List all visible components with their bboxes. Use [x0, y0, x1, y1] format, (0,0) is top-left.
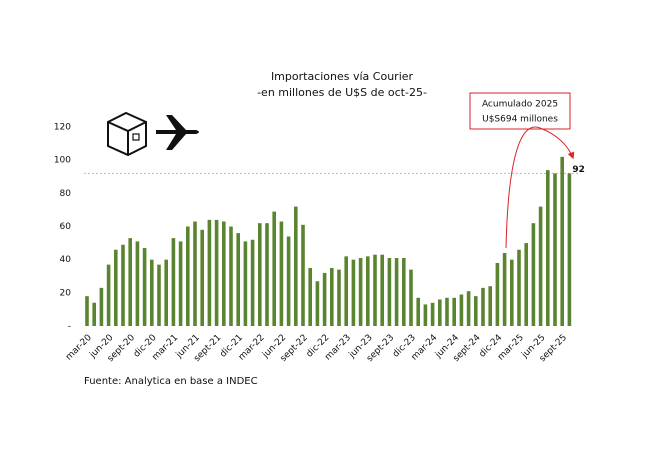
bar [358, 258, 363, 326]
bar [207, 219, 212, 326]
bar [524, 243, 528, 326]
y-tick-label: - [68, 322, 71, 332]
y-tick-label: 80 [60, 189, 72, 199]
bar [135, 241, 140, 326]
bar [142, 248, 147, 326]
bar [272, 211, 276, 326]
bar [459, 294, 464, 326]
bar [171, 238, 176, 326]
bar [106, 264, 111, 326]
bar [373, 254, 377, 326]
bar [222, 221, 226, 326]
bar [85, 296, 89, 326]
bar [409, 269, 413, 326]
bar [416, 297, 420, 326]
bar [394, 258, 399, 326]
bar [178, 241, 183, 326]
bar [474, 296, 478, 326]
bar [99, 287, 104, 326]
annotation-box [469, 92, 571, 130]
bar [121, 244, 125, 326]
bar [229, 226, 233, 326]
bar [294, 206, 298, 326]
bar [380, 254, 384, 326]
bar [157, 264, 161, 326]
bar [488, 286, 492, 326]
y-tick-label: 40 [60, 255, 72, 265]
bar [337, 269, 341, 326]
bar [236, 233, 240, 326]
bar [258, 223, 262, 326]
bar [495, 262, 500, 326]
bar [150, 259, 154, 326]
bar [445, 297, 449, 326]
source: Fuente: Analytica en base a INDEC [84, 376, 258, 387]
y-tick-label: 20 [60, 288, 72, 298]
bar [387, 258, 392, 326]
bar [481, 287, 485, 326]
bar [402, 258, 406, 326]
bar [308, 267, 312, 326]
bar [315, 281, 320, 326]
x-tick-label: mar-20 [64, 333, 94, 363]
bar [438, 299, 442, 326]
bar [510, 259, 514, 326]
bar [250, 239, 255, 326]
bar [567, 173, 572, 326]
bar [430, 302, 435, 326]
chart-title: Importaciones vía Courier [271, 70, 414, 83]
bar [344, 256, 348, 326]
bar [186, 226, 190, 326]
bar [92, 302, 96, 326]
y-tick-label: 100 [54, 156, 71, 166]
bar [279, 221, 284, 326]
bar [330, 267, 334, 326]
bar [243, 241, 248, 326]
bar [351, 259, 356, 326]
annotation-text: U$S694 millones [482, 115, 558, 125]
bar [193, 221, 197, 326]
bar [538, 206, 543, 326]
annotation-arrow [505, 126, 575, 249]
bar [265, 223, 269, 326]
bar [128, 238, 132, 326]
bar [286, 236, 291, 326]
bar [164, 259, 168, 326]
bar [214, 219, 219, 326]
box-icon [107, 111, 147, 157]
bar [517, 249, 521, 326]
chart-subtitle: -en millones de U$S de oct-25- [257, 86, 427, 99]
annotation-text: Acumulado 2025 [482, 100, 558, 110]
bar [366, 256, 370, 326]
bar [200, 229, 204, 326]
y-tick-label: 60 [60, 222, 72, 232]
value-label: 92 [572, 165, 585, 175]
bar [502, 253, 507, 326]
y-tick-label: 120 [54, 123, 71, 133]
bar [301, 224, 305, 326]
bar [531, 223, 536, 326]
bar [553, 173, 557, 326]
bar [546, 170, 550, 326]
bar [560, 156, 564, 326]
plane-icon [156, 115, 199, 150]
bar [452, 297, 456, 326]
bar [423, 304, 428, 326]
bar [466, 291, 471, 326]
bar [114, 249, 118, 326]
bar [322, 272, 327, 326]
